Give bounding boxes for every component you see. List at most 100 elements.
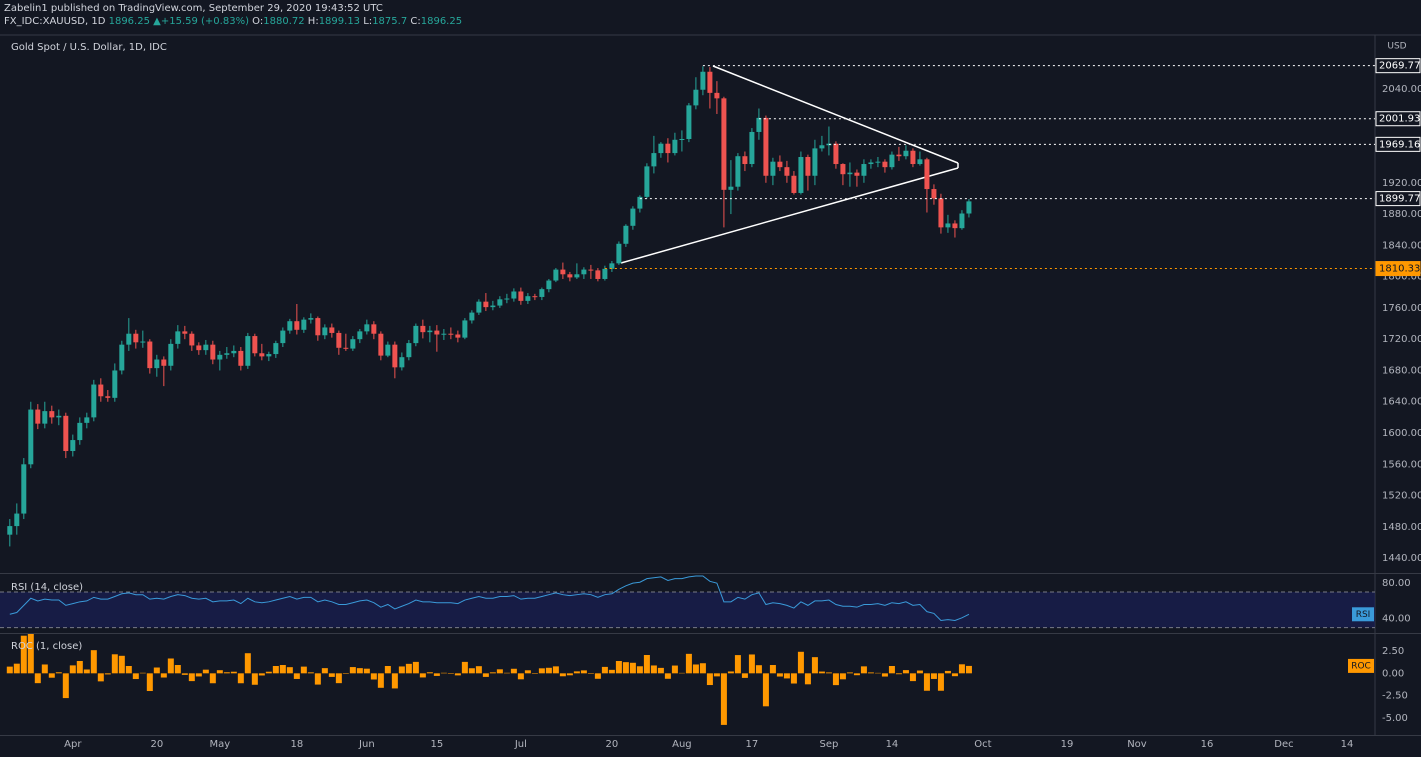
candle-body — [896, 154, 902, 157]
roc-bar — [664, 673, 671, 679]
candle-body — [252, 336, 258, 354]
x-tick-label: Oct — [974, 739, 991, 750]
candle-body — [875, 161, 881, 163]
roc-bar — [923, 673, 930, 691]
candle-body — [154, 359, 160, 369]
roc-bar — [258, 673, 265, 676]
roc-bar — [391, 673, 398, 689]
candle-body — [210, 344, 216, 360]
x-tick-label: 16 — [1201, 739, 1214, 750]
candle-body — [868, 162, 874, 165]
roc-bar — [685, 653, 692, 674]
roc-bar — [440, 672, 447, 674]
roc-bar — [27, 634, 34, 674]
candle-body — [406, 343, 412, 358]
candle-body — [672, 139, 678, 154]
x-tick-label: 14 — [1341, 739, 1354, 750]
candle-body — [364, 324, 370, 332]
y-tick-label: 2040.00 — [1382, 84, 1421, 95]
roc-bar — [517, 673, 524, 680]
roc-bar — [216, 670, 223, 674]
pane — [6, 634, 972, 725]
candle-body — [28, 409, 34, 465]
roc-bar — [755, 665, 762, 674]
roc-bar — [944, 670, 951, 674]
x-tick-label: Apr — [64, 739, 82, 750]
roc-bar — [860, 666, 867, 674]
y-tick-label: 1720.00 — [1382, 334, 1421, 345]
candle-body — [126, 333, 132, 345]
candle-body — [329, 327, 335, 333]
candle-body — [49, 411, 55, 418]
roc-bar — [48, 673, 55, 678]
y-tick-label: 1480.00 — [1382, 522, 1421, 533]
candle-body — [350, 339, 356, 349]
candle-body — [511, 291, 517, 299]
quote-line: FX_IDC:XAUUSD, 1D 1896.25 ▲+15.59 (+0.83… — [4, 15, 462, 28]
candle-body — [217, 354, 223, 360]
roc-bar — [727, 671, 734, 674]
roc-bar — [356, 668, 363, 674]
roc-bar — [461, 661, 468, 674]
roc-bar — [888, 665, 895, 674]
roc-bar — [160, 673, 167, 678]
candle-body — [938, 198, 944, 228]
o-label: O: — [252, 16, 264, 27]
c-label: C: — [410, 16, 421, 27]
roc-bar — [468, 668, 475, 674]
roc-bar — [181, 673, 188, 675]
candle-body — [84, 417, 90, 423]
roc-bar — [202, 669, 209, 674]
o: 1880.72 — [263, 16, 305, 27]
candle-body — [532, 296, 538, 298]
roc-bar — [783, 673, 790, 679]
roc-bar — [195, 673, 202, 677]
roc-bar — [552, 666, 559, 674]
y-tick-label: 80.00 — [1382, 578, 1411, 589]
y-tick-label: 1840.00 — [1382, 240, 1421, 251]
roc-bar — [713, 673, 720, 677]
roc-bar — [776, 673, 783, 677]
candle-body — [294, 321, 300, 330]
candle-body — [518, 291, 524, 301]
candle-body — [959, 213, 965, 229]
candle-body — [693, 89, 699, 106]
roc-bar — [958, 664, 965, 674]
candle-body — [35, 409, 41, 424]
roc-bar — [55, 672, 62, 674]
x-tick-label: Jul — [514, 739, 527, 750]
candle-body — [574, 274, 580, 278]
candle-body — [413, 325, 419, 344]
candle-body — [315, 318, 321, 336]
candle-body — [504, 298, 510, 300]
roc-bar — [937, 673, 944, 691]
candle-body — [301, 319, 307, 330]
level-label: 1899.77 — [1379, 194, 1420, 205]
candle-body — [91, 384, 97, 418]
x-tick-label: 15 — [430, 739, 443, 750]
level-label: 1810.33 — [1379, 264, 1420, 275]
badge — [1352, 607, 1374, 622]
candle-body — [140, 341, 146, 343]
roc-bar — [384, 665, 391, 674]
roc-bar — [174, 665, 181, 674]
x-tick-label: 14 — [886, 739, 899, 750]
roc-bar — [279, 665, 286, 674]
candle-body — [378, 333, 384, 356]
roc-bar — [475, 666, 482, 674]
candle-body — [560, 269, 566, 275]
y-tick-label: 1920.00 — [1382, 178, 1421, 189]
roc-bar — [272, 665, 279, 674]
candle-body — [231, 350, 237, 354]
y-tick-label: 1520.00 — [1382, 491, 1421, 502]
roc-bar — [118, 655, 125, 674]
candle-body — [595, 270, 601, 279]
roc-bar — [230, 671, 237, 674]
x-tick-label: 20 — [606, 739, 619, 750]
candle-body — [917, 159, 923, 165]
roc-bar — [482, 673, 489, 677]
candle-body — [707, 71, 713, 93]
candle-body — [469, 312, 475, 321]
roc-bar — [566, 673, 573, 676]
roc-bar — [531, 673, 538, 674]
